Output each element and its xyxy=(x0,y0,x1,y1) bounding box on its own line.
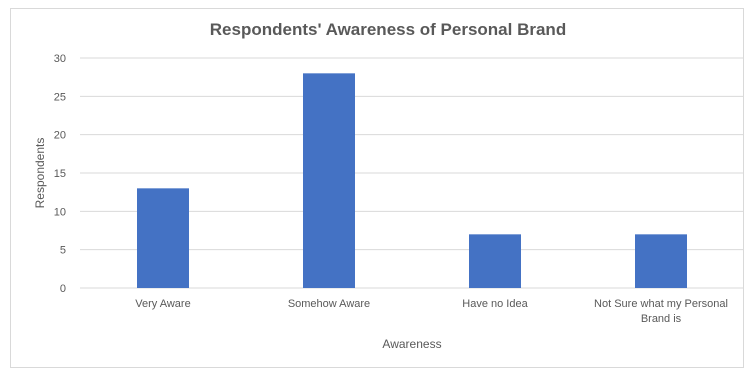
y-axis-ticks: 0 5 10 15 20 25 30 xyxy=(54,53,66,295)
y-tick-label: 0 xyxy=(60,283,66,295)
x-tick-label-line: Not Sure what my Personal xyxy=(594,298,728,310)
bars xyxy=(137,73,687,288)
x-tick-label: Not Sure what my Personal Brand is xyxy=(594,298,728,325)
chart-frame xyxy=(10,8,744,368)
x-tick-label: Very Aware xyxy=(135,298,190,310)
gridlines xyxy=(80,57,744,289)
y-tick-label: 25 xyxy=(54,91,66,103)
y-tick-label: 30 xyxy=(54,53,66,65)
y-tick-label: 5 xyxy=(60,245,66,257)
y-axis-title: Respondents xyxy=(33,138,47,209)
chart-title: Respondents' Awareness of Personal Brand xyxy=(210,20,566,39)
y-tick-label: 15 xyxy=(54,168,66,180)
x-tick-label: Have no Idea xyxy=(462,298,528,310)
x-axis-title: Awareness xyxy=(382,337,441,351)
x-tick-label-line: Very Aware xyxy=(135,298,190,310)
y-tick-label: 10 xyxy=(54,206,66,218)
bar-2 xyxy=(469,234,521,288)
bar-1 xyxy=(303,73,355,288)
x-axis-ticks: Very Aware Somehow Aware Have no Idea Not S… xyxy=(135,298,728,325)
y-tick-label: 20 xyxy=(54,130,66,142)
x-tick-label-line: Somehow Aware xyxy=(288,298,370,310)
x-tick-label: Somehow Aware xyxy=(288,298,370,310)
x-tick-label-line: Have no Idea xyxy=(462,298,528,310)
bar-0 xyxy=(137,188,189,288)
bar-3 xyxy=(635,234,687,288)
x-tick-label-line: Brand is xyxy=(641,313,682,325)
